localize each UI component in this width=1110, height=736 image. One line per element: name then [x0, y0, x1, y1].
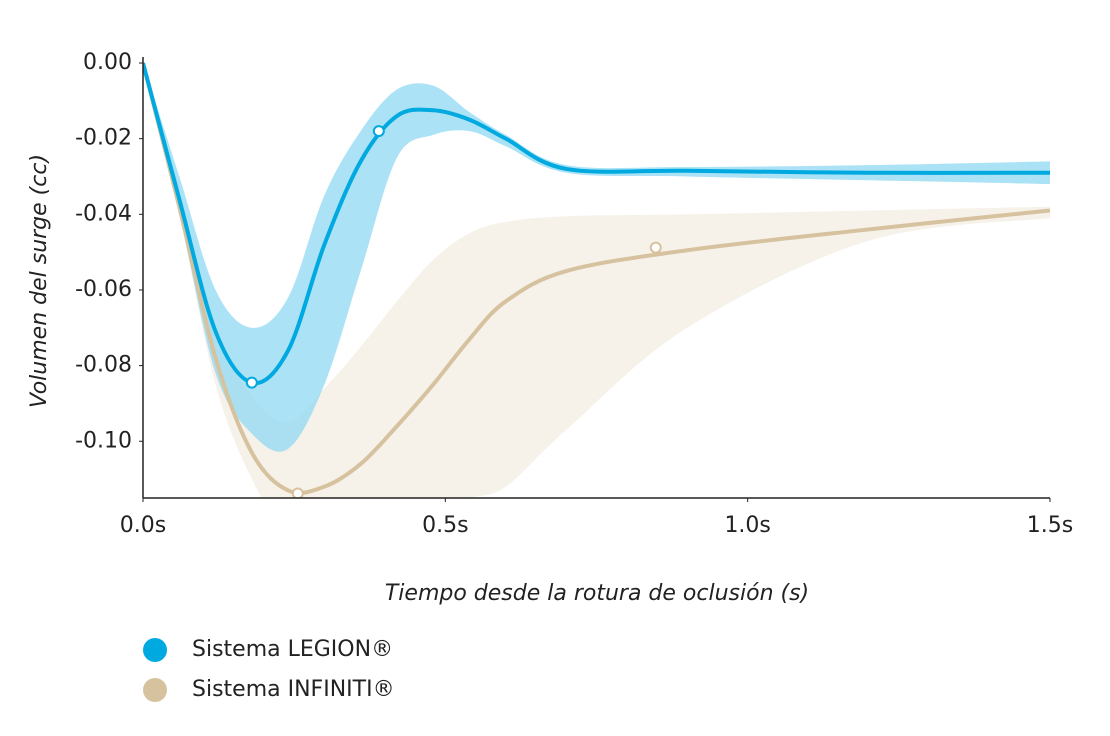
- confidence-band: [143, 63, 1050, 498]
- y-tick-label: 0.00: [83, 50, 132, 75]
- y-tick-label: -0.02: [75, 126, 132, 151]
- x-tick-label: 1.0s: [724, 513, 770, 538]
- highlight-point: [649, 241, 662, 254]
- series-line: [143, 62, 1051, 386]
- y-tick-label: -0.10: [75, 428, 132, 453]
- x-tick-label: 0.0s: [120, 513, 166, 538]
- series-line: [143, 62, 1051, 495]
- plot-area: [143, 62, 1051, 498]
- x-tick-label: 1.5s: [1027, 513, 1073, 538]
- legend-label: Sistema LEGION®: [192, 637, 393, 662]
- y-axis-label: Volumen del surge (cc): [27, 154, 52, 408]
- legend-label: Sistema INFINITI®: [192, 677, 395, 702]
- confidence-band: [143, 63, 1050, 452]
- legend-marker: [143, 678, 167, 702]
- x-tick-label: 0.5s: [422, 513, 468, 538]
- y-tick-label: -0.06: [75, 277, 132, 302]
- y-tick-label: -0.04: [75, 201, 132, 226]
- y-tick-label: -0.08: [75, 353, 132, 378]
- highlight-point: [291, 487, 304, 498]
- highlight-point: [245, 376, 258, 389]
- highlight-point: [372, 125, 385, 138]
- x-axis-label: Tiempo desde la rotura de oclusión (s): [385, 581, 809, 606]
- legend-marker: [143, 638, 167, 662]
